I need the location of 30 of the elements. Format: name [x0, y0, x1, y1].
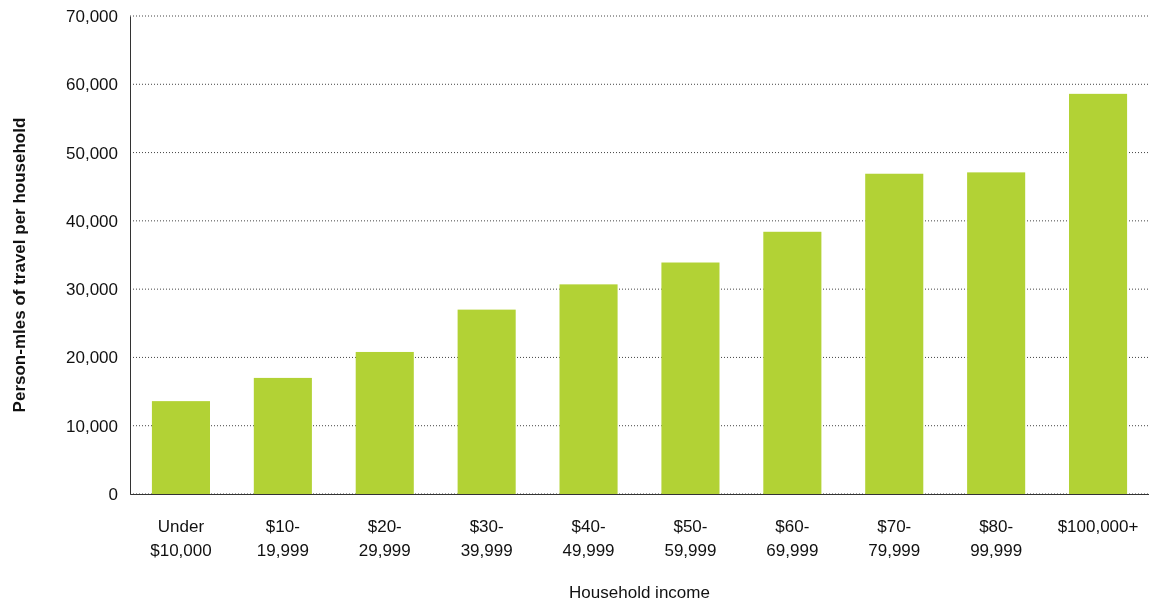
bar: [457, 309, 516, 494]
x-tick-label: $10- 19,999: [256, 517, 309, 560]
y-tick-label: 20,000: [66, 348, 118, 368]
x-axis-title: Household income: [569, 583, 710, 602]
y-tick-label: 40,000: [66, 211, 118, 231]
y-tick-label: 30,000: [66, 280, 118, 300]
x-tick-label: $80- 99,999: [970, 517, 1023, 560]
x-tick-label: $20- 29,999: [358, 517, 411, 560]
x-tick-label: $100,000+: [1057, 517, 1139, 536]
bar: [253, 377, 312, 494]
y-tick-label: 50,000: [66, 143, 118, 163]
x-tick-label: $30- 39,999: [460, 517, 513, 560]
y-axis-title: Person-mles of travel per household: [10, 117, 29, 413]
bar: [967, 172, 1026, 494]
bar: [763, 231, 822, 494]
x-tick-label: $60- 69,999: [766, 517, 819, 560]
y-tick-label: 70,000: [66, 6, 118, 26]
y-tick-label: 60,000: [66, 75, 118, 95]
bar: [661, 262, 720, 494]
y-tick-label: 10,000: [66, 416, 118, 436]
bar: [151, 401, 210, 494]
bar: [865, 173, 924, 494]
y-tick-label: 0: [108, 484, 118, 504]
x-tick-label: $70- 79,999: [868, 517, 921, 560]
bar: [355, 351, 414, 494]
bar: [559, 284, 618, 494]
bar: [1069, 93, 1128, 494]
x-tick-label: $40- 49,999: [562, 517, 615, 560]
x-tick-label: Under $10,000: [150, 517, 212, 560]
x-tick-label: $50- 59,999: [664, 517, 717, 560]
